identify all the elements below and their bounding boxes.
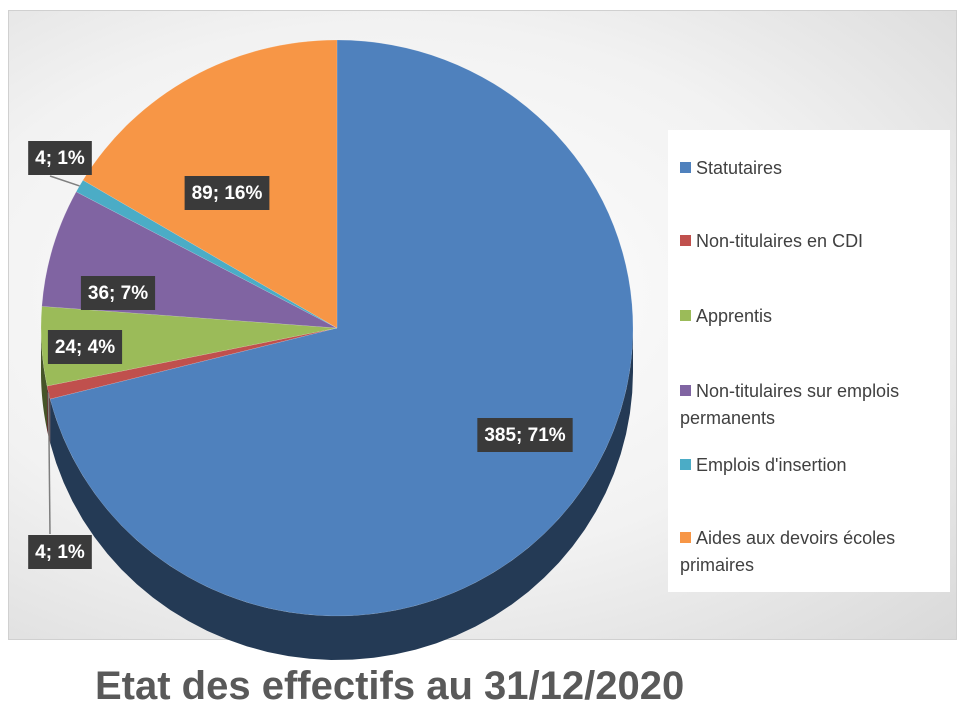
legend-label: Emplois d'insertion [696, 455, 847, 475]
legend-item: Apprentis [680, 303, 942, 330]
data-label-text: 24; 4% [55, 337, 115, 358]
data-label: 89; 16% [184, 176, 270, 210]
data-label: 4; 1% [28, 535, 92, 569]
data-label-text: 385; 71% [484, 425, 565, 446]
data-label-box [80, 276, 156, 310]
legend-label: Statutaires [696, 158, 783, 178]
legend-swatch [680, 532, 691, 543]
data-label: 4; 1% [28, 141, 92, 175]
legend-item: Emplois d'insertion [680, 452, 942, 479]
chart-title: Etat des effectifs au 31/12/2020 [95, 664, 685, 708]
leader-line [47, 392, 51, 535]
legend-item: Aides aux devoirs écoles primaires [680, 525, 942, 579]
data-label-text: 4; 1% [35, 542, 85, 563]
data-label-box [47, 330, 123, 364]
data-label-text: 89; 16% [192, 183, 263, 204]
data-label-text: 4; 1% [35, 148, 85, 169]
legend: Statutaires Non-titulaires en CDI Apprenti… [668, 130, 950, 592]
slice-side [41, 328, 48, 431]
slice [40, 306, 338, 387]
legend-label: Non-titulaires sur emplois permanents [680, 381, 900, 428]
slice [46, 327, 338, 400]
data-label-box [477, 418, 573, 452]
legend-item: Non-titulaires sur emplois permanents [680, 378, 942, 432]
legend-label: Non-titulaires en CDI [696, 231, 864, 251]
legend-label: Aides aux devoirs écoles primaires [680, 528, 896, 575]
legend-item: Non-titulaires en CDI [680, 228, 942, 255]
legend-label: Apprentis [696, 306, 773, 326]
legend-item: Statutaires [680, 155, 942, 182]
data-label-text: 36; 7% [88, 283, 148, 304]
data-label-box [28, 141, 92, 175]
data-label-box [184, 176, 270, 210]
legend-swatch [680, 310, 691, 321]
slice [49, 39, 634, 617]
data-label-box [28, 535, 92, 569]
data-label: 24; 4% [47, 330, 123, 364]
data-label: 385; 71% [477, 418, 573, 452]
legend-swatch [680, 235, 691, 246]
slice-side [50, 328, 633, 660]
leader-line [49, 175, 80, 187]
legend-swatch [680, 162, 691, 173]
legend-swatch [680, 385, 691, 396]
data-label: 36; 7% [80, 276, 156, 310]
legend-swatch [680, 459, 691, 470]
